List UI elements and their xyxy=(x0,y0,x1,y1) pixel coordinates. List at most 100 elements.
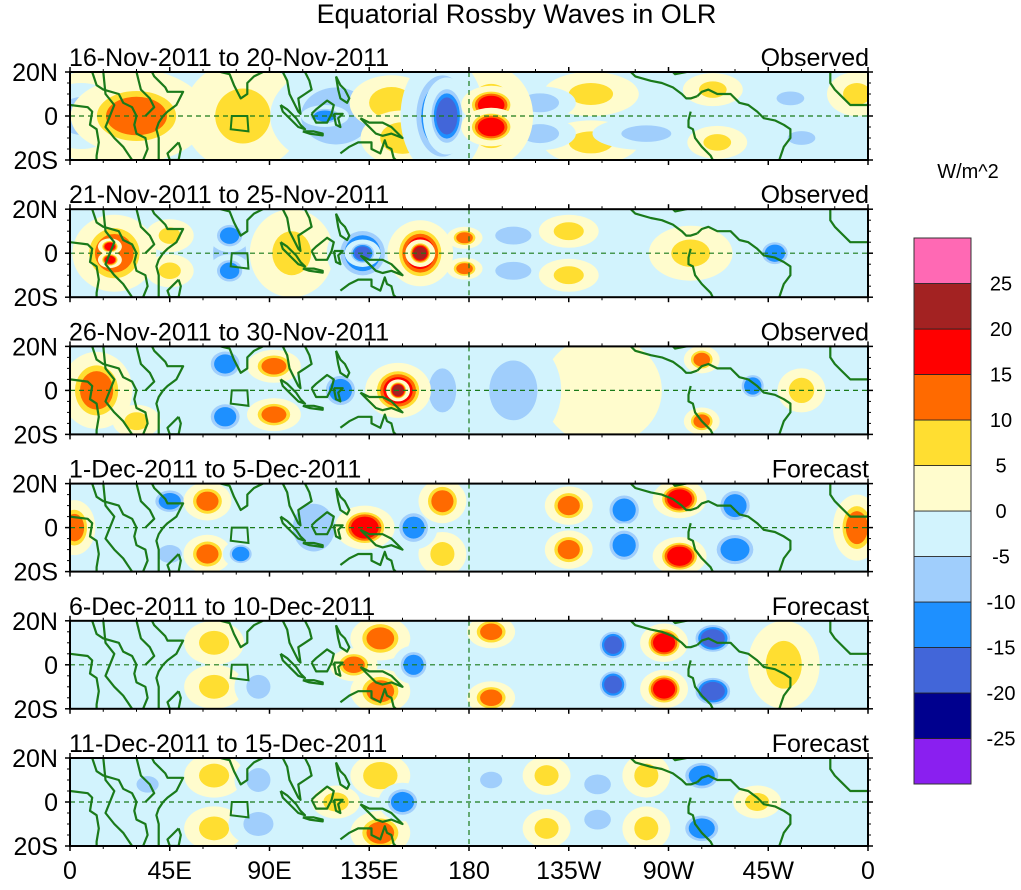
contour-region xyxy=(604,636,623,654)
coastline xyxy=(696,362,792,435)
colorbar-bin xyxy=(913,556,972,603)
coastline xyxy=(829,72,868,107)
contour-region xyxy=(219,262,240,280)
coastline xyxy=(630,209,698,237)
coastline xyxy=(91,209,149,298)
coastline xyxy=(91,346,149,435)
coastline xyxy=(630,620,698,649)
colorbar-label: -10 xyxy=(987,592,1016,614)
coastline xyxy=(279,241,307,268)
panels: 20N 0 20S 16-Nov-2011 to 20-Nov-2011 Observe… xyxy=(12,44,873,861)
contour-region xyxy=(199,630,230,655)
contour-region xyxy=(124,412,149,431)
colorbar-label: -20 xyxy=(987,683,1016,705)
contour-region xyxy=(246,768,271,792)
coastline xyxy=(220,620,264,649)
x-tick-label: 0 xyxy=(861,857,875,885)
contour-region xyxy=(214,354,237,374)
y-tick-label: 20S xyxy=(14,559,58,587)
coastline xyxy=(696,500,792,572)
coastline xyxy=(70,378,100,435)
coastline xyxy=(70,789,100,846)
coastline xyxy=(339,687,397,709)
coastline xyxy=(302,816,324,823)
coastline xyxy=(829,758,868,793)
map-panel: 20N 0 20S 1-Dec-2011 to 5-Dec-2011 Forecast xyxy=(12,456,873,587)
contour-region xyxy=(703,134,732,151)
coastline xyxy=(135,209,156,254)
colorbar-label: 5 xyxy=(995,456,1006,478)
y-tick-label: 20S xyxy=(14,421,58,449)
coastline xyxy=(696,88,792,160)
coastline xyxy=(829,620,868,655)
contour-region xyxy=(612,533,636,557)
y-tick-label: 0 xyxy=(44,515,58,543)
contour-region xyxy=(246,674,271,699)
contour-region xyxy=(413,246,427,260)
contour-region xyxy=(604,675,623,694)
coastline xyxy=(281,72,313,115)
coastline xyxy=(151,209,185,298)
coastline xyxy=(687,111,714,160)
coastline xyxy=(151,620,185,709)
coastline xyxy=(102,209,134,298)
coastline xyxy=(310,648,335,673)
contour-region xyxy=(136,776,159,793)
coastline xyxy=(279,378,307,405)
coastline xyxy=(281,620,313,664)
coastline xyxy=(339,276,397,298)
contour-region xyxy=(495,261,532,280)
colorbar-label: 20 xyxy=(990,319,1012,341)
coastline xyxy=(220,758,264,786)
coastline xyxy=(220,346,264,374)
coastline xyxy=(339,139,397,160)
contour-region xyxy=(436,97,458,135)
contour-region xyxy=(196,491,219,511)
contour-region xyxy=(158,262,181,280)
coastline xyxy=(630,758,698,786)
x-tick-label: 180 xyxy=(448,857,490,885)
colorbar-unit-label: W/m^2 xyxy=(937,161,999,183)
map-panel: 20N 0 20S 6-Dec-2011 to 10-Dec-2011 Forecast xyxy=(12,593,873,724)
coastline xyxy=(220,72,264,100)
coastline xyxy=(359,254,404,277)
coastline xyxy=(829,483,868,518)
y-tick-label: 20N xyxy=(12,333,58,361)
colorbar-label: -5 xyxy=(992,547,1010,569)
coastline xyxy=(166,827,182,846)
panel-status: Forecast xyxy=(772,593,869,621)
colorbar-bin xyxy=(913,647,972,694)
y-tick-label: 20N xyxy=(12,196,58,224)
contour-region xyxy=(480,689,503,707)
x-tick-label: 45W xyxy=(743,857,795,885)
panel-title: 26-Nov-2011 to 30-Nov-2011 xyxy=(69,318,389,346)
coastline xyxy=(279,652,307,680)
coastline xyxy=(696,225,792,298)
coastline xyxy=(359,117,404,140)
colorbar-label: 10 xyxy=(990,410,1012,432)
y-tick-label: 0 xyxy=(44,377,58,405)
contour-region xyxy=(652,679,676,699)
coastline xyxy=(359,391,404,414)
colorbar-bin xyxy=(913,419,972,466)
coastline xyxy=(281,209,313,253)
coastline xyxy=(302,267,324,274)
colorbar-bin xyxy=(913,601,972,648)
coastline xyxy=(332,112,344,129)
coastline xyxy=(310,236,335,261)
contour-region xyxy=(157,545,182,563)
coastline xyxy=(687,660,714,709)
y-tick-label: 0 xyxy=(44,103,58,131)
contour-region xyxy=(584,774,611,795)
coastline xyxy=(102,346,134,435)
coastlines xyxy=(70,758,868,846)
contour-region xyxy=(430,542,455,566)
coastline xyxy=(151,346,185,435)
coastline xyxy=(70,652,100,709)
coastline xyxy=(339,550,397,572)
coastline xyxy=(135,346,156,392)
chart-title: Equatorial Rossby Waves in OLR xyxy=(316,0,717,29)
coastline xyxy=(166,141,182,160)
contour-region xyxy=(366,627,395,650)
coastline xyxy=(696,774,792,846)
